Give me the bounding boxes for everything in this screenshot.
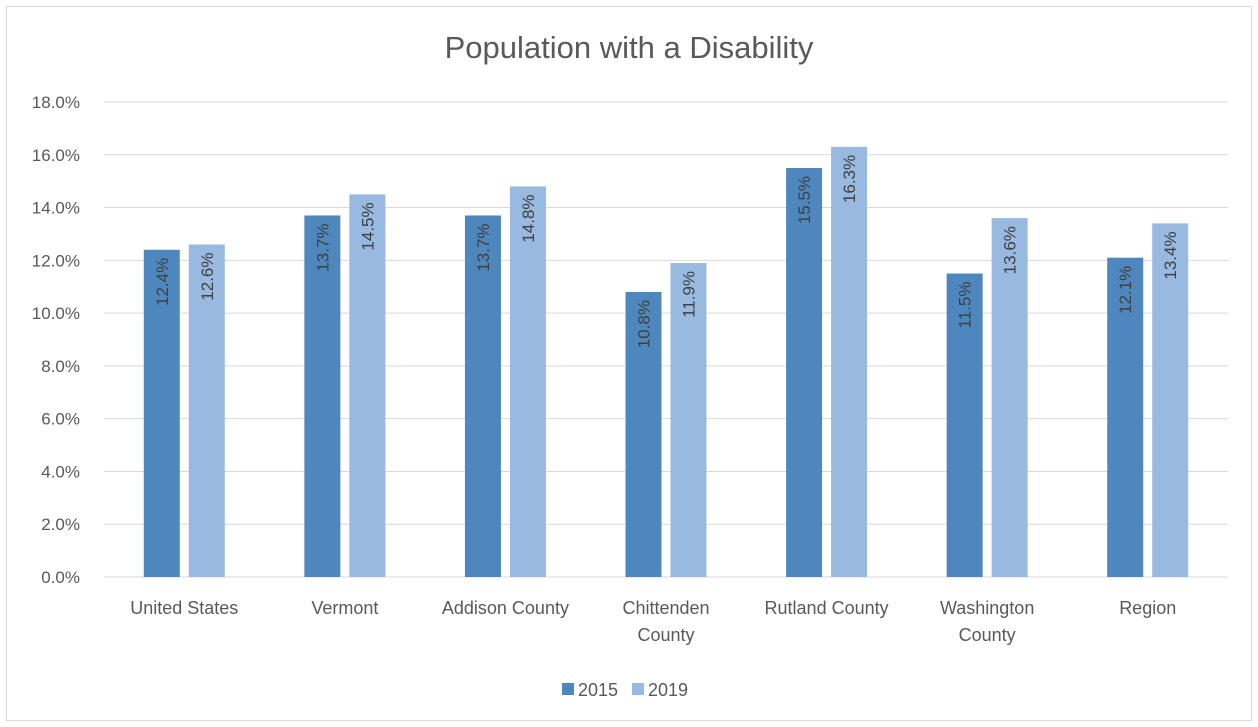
bar-2019 [991, 218, 1028, 577]
bar-2019 [349, 194, 386, 577]
bar-2019 [670, 262, 707, 577]
bar-2015 [625, 292, 662, 577]
data-label: 11.9% [680, 271, 699, 318]
bars: 12.4% 12.6% 13.7% 14.5% 13.7% 14.8% 10.8% 11.9%… [143, 146, 1189, 577]
data-label: 10.8% [635, 300, 654, 348]
x-category-label: Washington [940, 598, 1034, 618]
chart-title: Population with a Disability [445, 30, 814, 65]
x-category-label: Chittenden [622, 598, 709, 618]
y-tick-label: 18.0% [32, 93, 80, 112]
legend-label: 2019 [648, 680, 688, 700]
y-tick-label: 2.0% [41, 515, 80, 534]
bar-group: 10.8% 11.9% [625, 262, 707, 577]
y-tick-label: 14.0% [32, 199, 80, 218]
data-label: 13.4% [1161, 231, 1180, 279]
legend-label: 2015 [578, 680, 618, 700]
bar-2019 [1152, 223, 1189, 577]
y-tick-label: 0.0% [41, 568, 80, 587]
x-category-label: County [637, 625, 694, 645]
data-label: 15.5% [795, 176, 814, 224]
data-label: 16.3% [840, 155, 859, 203]
bar-2015 [786, 167, 823, 577]
y-tick-label: 4.0% [41, 462, 80, 481]
bar-2015 [143, 249, 180, 577]
data-label: 13.7% [474, 223, 493, 271]
x-axis: United States Vermont Addison County Chitte… [130, 598, 1176, 645]
x-category-label: Addison County [442, 598, 569, 618]
data-label: 12.1% [1116, 266, 1135, 314]
data-label: 14.5% [358, 202, 377, 250]
data-label: 11.5% [956, 282, 975, 329]
bar-group: 12.1% 13.4% [1107, 223, 1189, 577]
data-label: 13.6% [1001, 226, 1020, 274]
bar-group: 13.7% 14.5% [304, 194, 386, 577]
bar-2015 [464, 215, 501, 577]
x-category-label: County [959, 625, 1016, 645]
bar-2019 [188, 244, 225, 577]
data-label: 12.4% [153, 258, 172, 306]
bar-2015 [946, 273, 983, 577]
bar-2015 [1107, 257, 1144, 577]
legend: 2015 2019 [562, 680, 688, 700]
bar-2019 [509, 186, 546, 577]
data-label: 13.7% [313, 223, 332, 271]
y-tick-label: 10.0% [32, 304, 80, 323]
x-category-label: Region [1119, 598, 1176, 618]
x-category-label: Vermont [311, 598, 378, 618]
x-category-label: United States [130, 598, 238, 618]
legend-swatch [632, 683, 644, 695]
y-tick-label: 8.0% [41, 357, 80, 376]
data-label: 14.8% [519, 194, 538, 242]
y-axis: 0.0% 2.0% 4.0% 6.0% 8.0% 10.0% 12.0% 14.0% 16.0%… [32, 93, 80, 587]
bar-group: 12.4% 12.6% [143, 244, 225, 577]
bar-group: 15.5% 16.3% [786, 146, 868, 577]
bar-group: 13.7% 14.8% [464, 186, 546, 577]
y-tick-label: 12.0% [32, 251, 80, 270]
x-category-label: Rutland County [765, 598, 889, 618]
legend-swatch [562, 683, 574, 695]
legend-item-2015: 2015 [562, 680, 618, 700]
gridlines [104, 101, 1228, 578]
y-tick-label: 6.0% [41, 410, 80, 429]
bar-group: 11.5% 13.6% [946, 218, 1028, 577]
bar-2015 [304, 215, 341, 577]
y-tick-label: 16.0% [32, 146, 80, 165]
data-label: 12.6% [198, 252, 217, 300]
legend-item-2019: 2019 [632, 680, 688, 700]
bar-2019 [831, 146, 868, 577]
